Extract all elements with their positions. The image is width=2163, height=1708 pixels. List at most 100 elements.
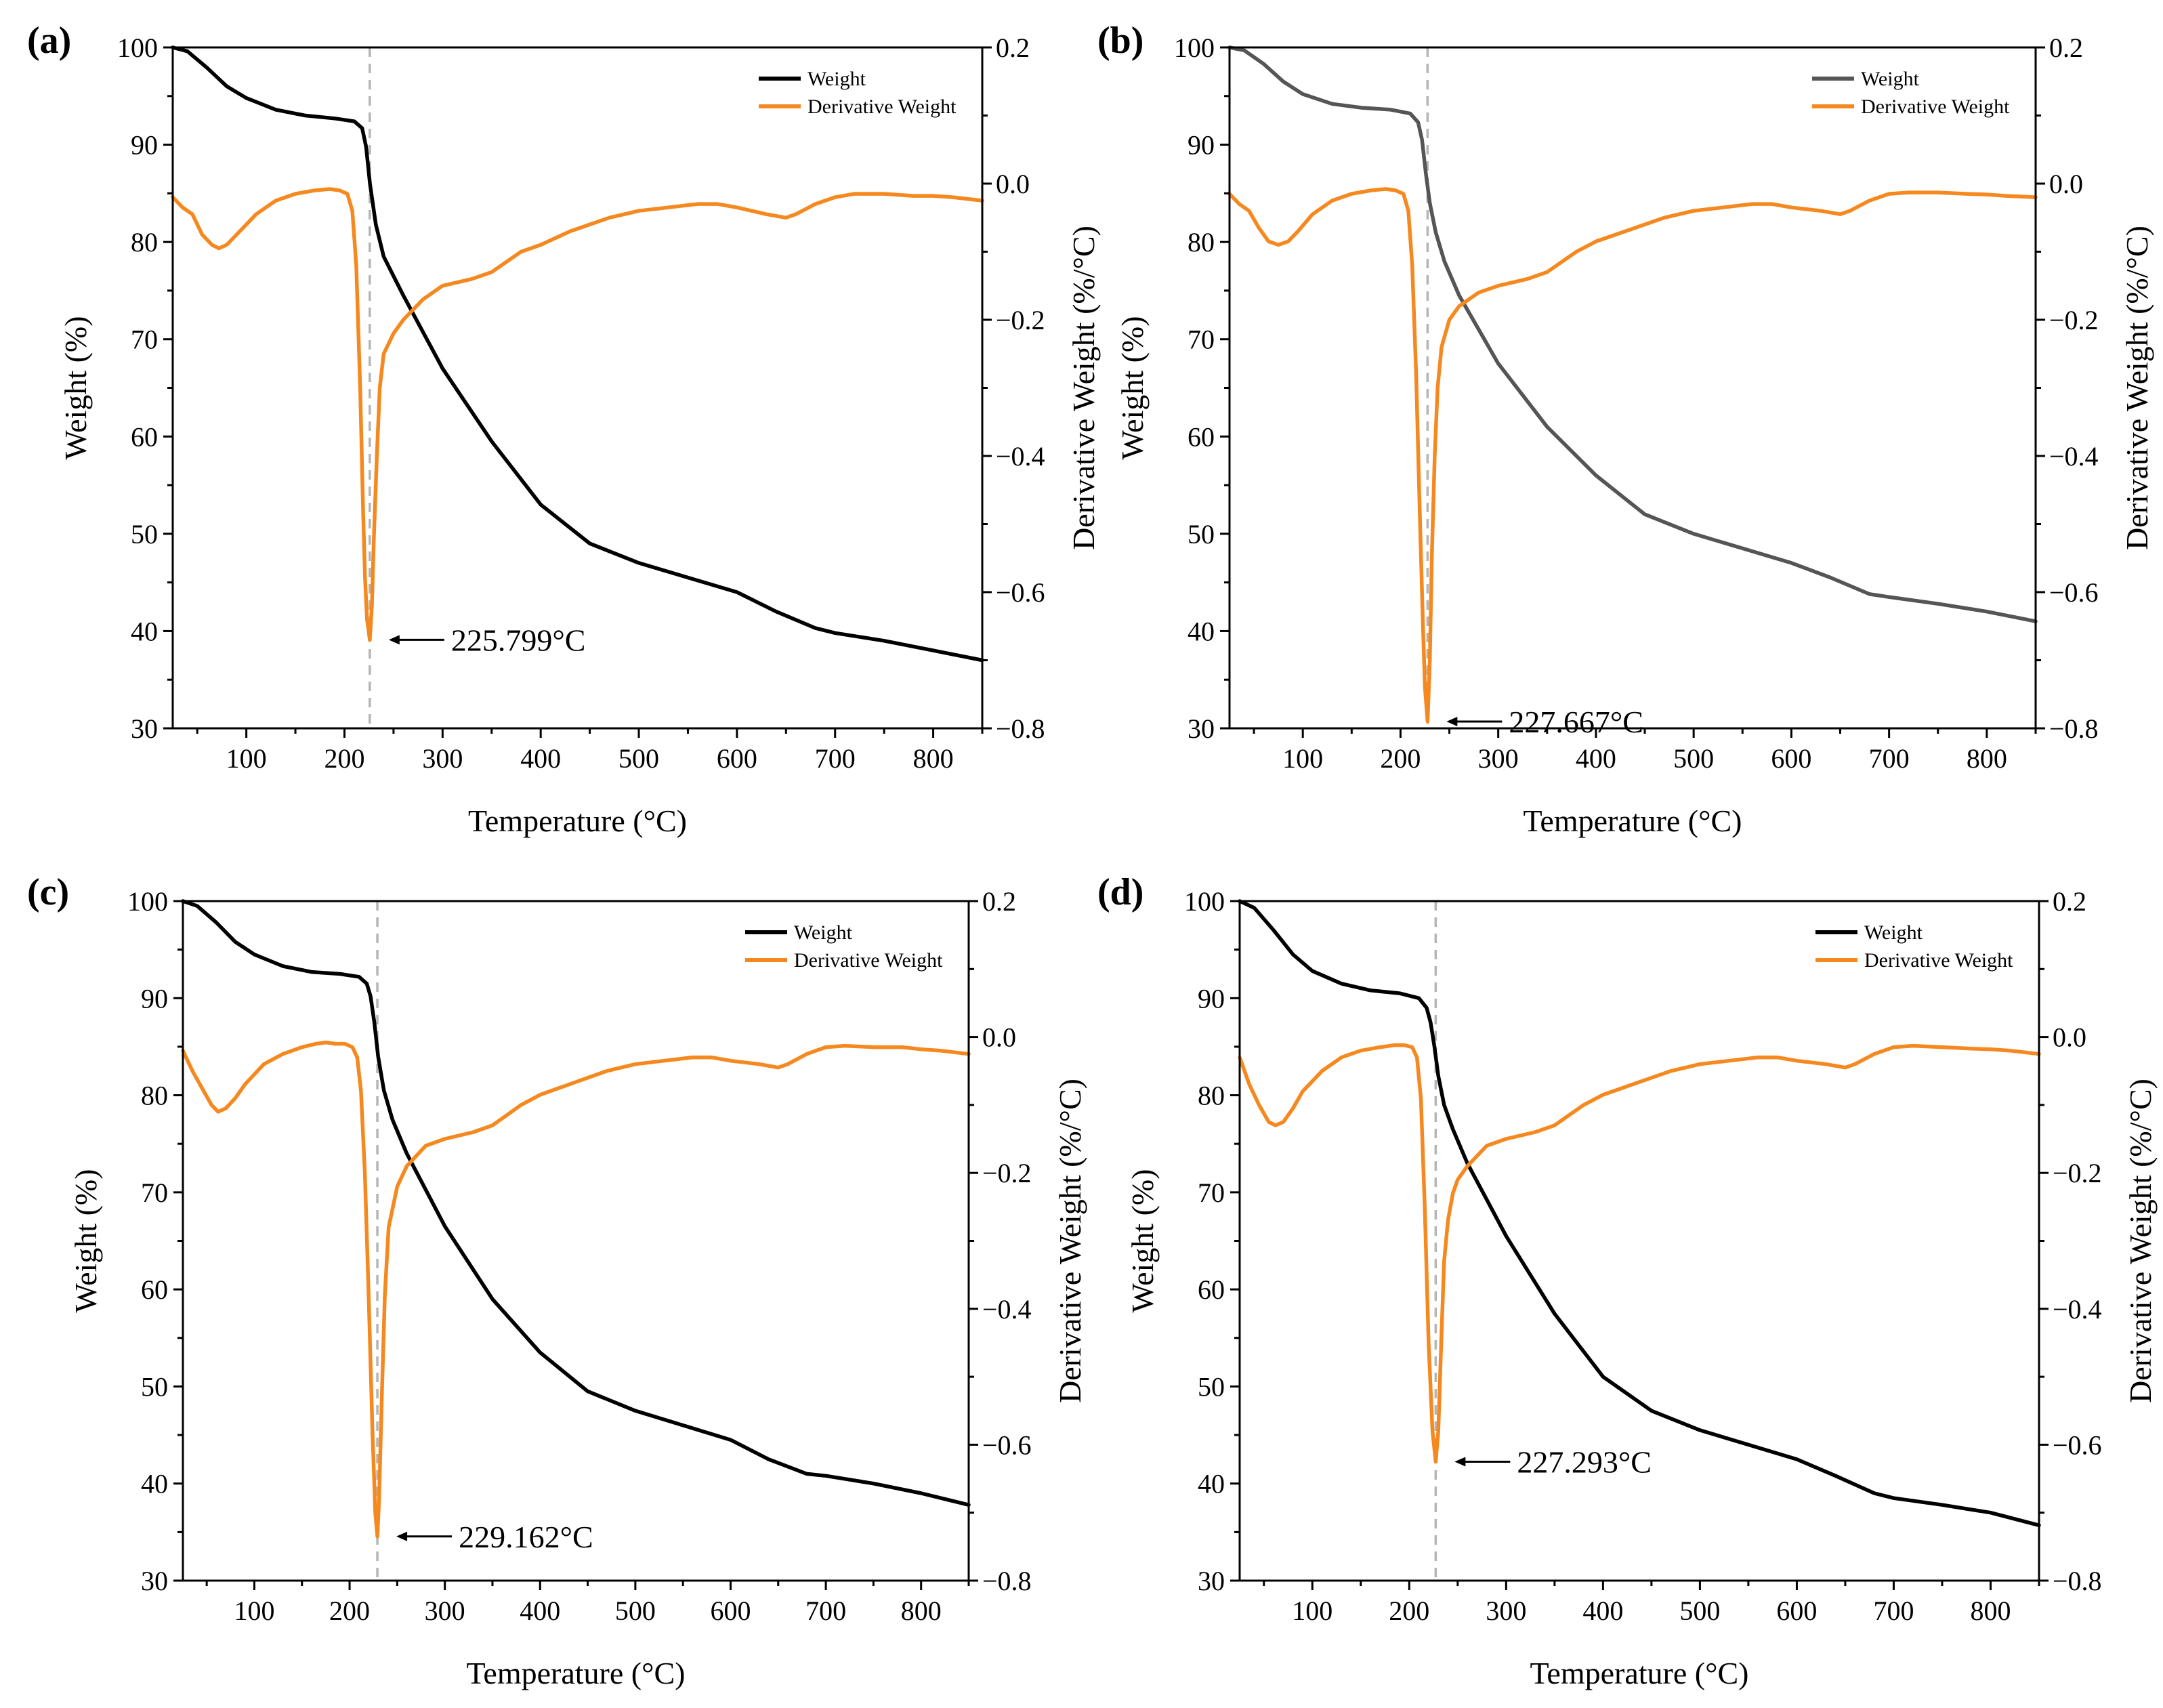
- peak-annotation: 229.162°C: [459, 1520, 593, 1554]
- y-left-tick-label: 100: [1174, 33, 1215, 63]
- y-right-tick-label: −0.8: [2053, 1566, 2102, 1596]
- x-tick-label: 700: [1869, 743, 1910, 774]
- y-left-axis-label: Weight (%): [1125, 1169, 1160, 1312]
- legend-entry: Weight: [807, 68, 866, 90]
- x-tick-label: 600: [1776, 1596, 1817, 1626]
- legend-entry: Weight: [794, 921, 853, 944]
- x-tick-label: 200: [1389, 1596, 1429, 1626]
- x-tick-label: 500: [615, 1596, 656, 1626]
- y-right-tick-label: −0.2: [2049, 305, 2099, 335]
- y-right-tick-label: −0.2: [982, 1158, 1032, 1188]
- y-left-tick-label: 40: [1198, 1469, 1225, 1499]
- y-left-axis-label: Weight (%): [58, 316, 93, 459]
- legend-entry: Derivative Weight: [1864, 949, 2013, 972]
- y-right-tick-label: 0.2: [996, 33, 1030, 63]
- y-right-tick-label: 0.0: [2049, 169, 2083, 199]
- y-left-tick-label: 100: [127, 886, 168, 917]
- x-tick-label: 400: [520, 743, 561, 774]
- y-left-tick-label: 100: [117, 33, 158, 63]
- weight-curve: [1238, 899, 2041, 1528]
- y-right-axis-label: Derivative Weight (%/°C): [2120, 226, 2154, 550]
- x-tick-label: 100: [1282, 743, 1323, 774]
- y-right-tick-label: 0.0: [996, 169, 1030, 199]
- x-tick-label: 100: [234, 1596, 274, 1626]
- peak-annotation: 227.667°C: [1509, 705, 1643, 739]
- y-right-tick-label: −0.6: [2053, 1430, 2102, 1460]
- panel-c: (c) 100 200 300 400 500 600 700 800 30 40 50 60 70 80 9…: [27, 871, 1087, 1690]
- x-tick-label: 800: [1967, 743, 2007, 774]
- y-left-tick-label: 50: [131, 519, 158, 549]
- x-tick-label: 400: [1576, 743, 1616, 774]
- y-right-tick-label: −0.4: [2049, 441, 2099, 472]
- y-left-tick-label: 60: [1198, 1274, 1225, 1305]
- y-left-tick-label: 30: [131, 713, 158, 744]
- panel-label: (c): [27, 871, 69, 913]
- x-axis-label: Temperature (°C): [467, 1656, 686, 1690]
- x-tick-label: 300: [1478, 743, 1519, 774]
- peak-arrow-head: [1454, 1457, 1466, 1467]
- weight-curve: [171, 45, 984, 663]
- x-tick-label: 400: [1582, 1596, 1623, 1626]
- y-right-tick-label: −0.6: [2049, 577, 2099, 608]
- y-left-tick-label: 90: [131, 130, 158, 161]
- y-right-tick-label: 0.2: [2053, 886, 2086, 917]
- x-tick-label: 600: [717, 743, 757, 774]
- y-right-axis-label: Derivative Weight (%/°C): [1053, 1079, 1087, 1403]
- y-right-tick-label: −0.8: [982, 1566, 1032, 1596]
- x-tick-label: 800: [901, 1596, 942, 1626]
- x-tick-label: 300: [422, 743, 463, 774]
- y-left-tick-label: 100: [1184, 886, 1225, 917]
- y-right-tick-label: 0.0: [2053, 1022, 2086, 1053]
- x-axis-label: Temperature (°C): [1524, 804, 1742, 838]
- peak-annotation: 225.799°C: [451, 623, 586, 657]
- y-left-tick-label: 30: [1198, 1566, 1225, 1596]
- x-tick-label: 100: [1292, 1596, 1332, 1626]
- y-right-axis-label: Derivative Weight (%/°C): [1066, 226, 1101, 550]
- y-right-axis-label: Derivative Weight (%/°C): [2123, 1079, 2158, 1403]
- x-tick-label: 700: [815, 743, 856, 774]
- y-left-tick-label: 90: [1198, 983, 1225, 1014]
- peak-arrow-head: [396, 1531, 408, 1541]
- x-tick-label: 600: [1771, 743, 1811, 774]
- x-tick-label: 200: [324, 743, 364, 774]
- peak-annotation: 227.293°C: [1517, 1444, 1652, 1479]
- y-left-axis-label: Weight (%): [68, 1169, 103, 1312]
- panel-label: (b): [1097, 20, 1143, 62]
- y-left-tick-label: 70: [1188, 325, 1215, 355]
- legend-entry: Derivative Weight: [794, 949, 943, 972]
- legend-entry: Derivative Weight: [1861, 96, 2010, 118]
- x-axis-label: Temperature (°C): [1530, 1656, 1749, 1690]
- x-tick-label: 500: [1673, 743, 1714, 774]
- y-left-tick-label: 60: [141, 1274, 168, 1305]
- plot-frame: [1228, 46, 2037, 730]
- y-right-tick-label: −0.4: [982, 1294, 1032, 1325]
- panel-label: (a): [27, 20, 71, 62]
- y-right-tick-label: −0.4: [2053, 1294, 2102, 1325]
- x-tick-label: 500: [1679, 1596, 1720, 1626]
- y-right-tick-label: −0.2: [2053, 1158, 2102, 1188]
- x-tick-label: 400: [520, 1596, 560, 1626]
- x-tick-label: 700: [1873, 1596, 1914, 1626]
- y-right-tick-label: −0.8: [996, 713, 1045, 744]
- y-right-tick-label: 0.2: [2049, 33, 2083, 63]
- x-tick-label: 300: [425, 1596, 465, 1626]
- weight-curve: [1227, 45, 2038, 623]
- derivative-weight-curve: [1227, 187, 2038, 724]
- y-left-tick-label: 50: [1198, 1371, 1225, 1402]
- y-left-tick-label: 40: [131, 616, 158, 646]
- legend-entry: Weight: [1864, 921, 1923, 944]
- y-right-tick-label: −0.2: [996, 305, 1045, 335]
- legend-entry: Weight: [1861, 68, 1920, 90]
- y-right-tick-label: −0.6: [996, 577, 1045, 608]
- legend-entry: Derivative Weight: [807, 96, 957, 118]
- y-left-tick-label: 50: [141, 1371, 168, 1402]
- peak-arrow-head: [388, 635, 400, 645]
- y-left-tick-label: 70: [141, 1178, 168, 1208]
- x-tick-label: 200: [329, 1596, 370, 1626]
- y-left-tick-label: 80: [131, 227, 158, 257]
- y-left-tick-label: 70: [1198, 1178, 1225, 1208]
- y-left-tick-label: 90: [141, 983, 168, 1014]
- x-tick-label: 800: [913, 743, 954, 774]
- x-tick-label: 300: [1486, 1596, 1526, 1626]
